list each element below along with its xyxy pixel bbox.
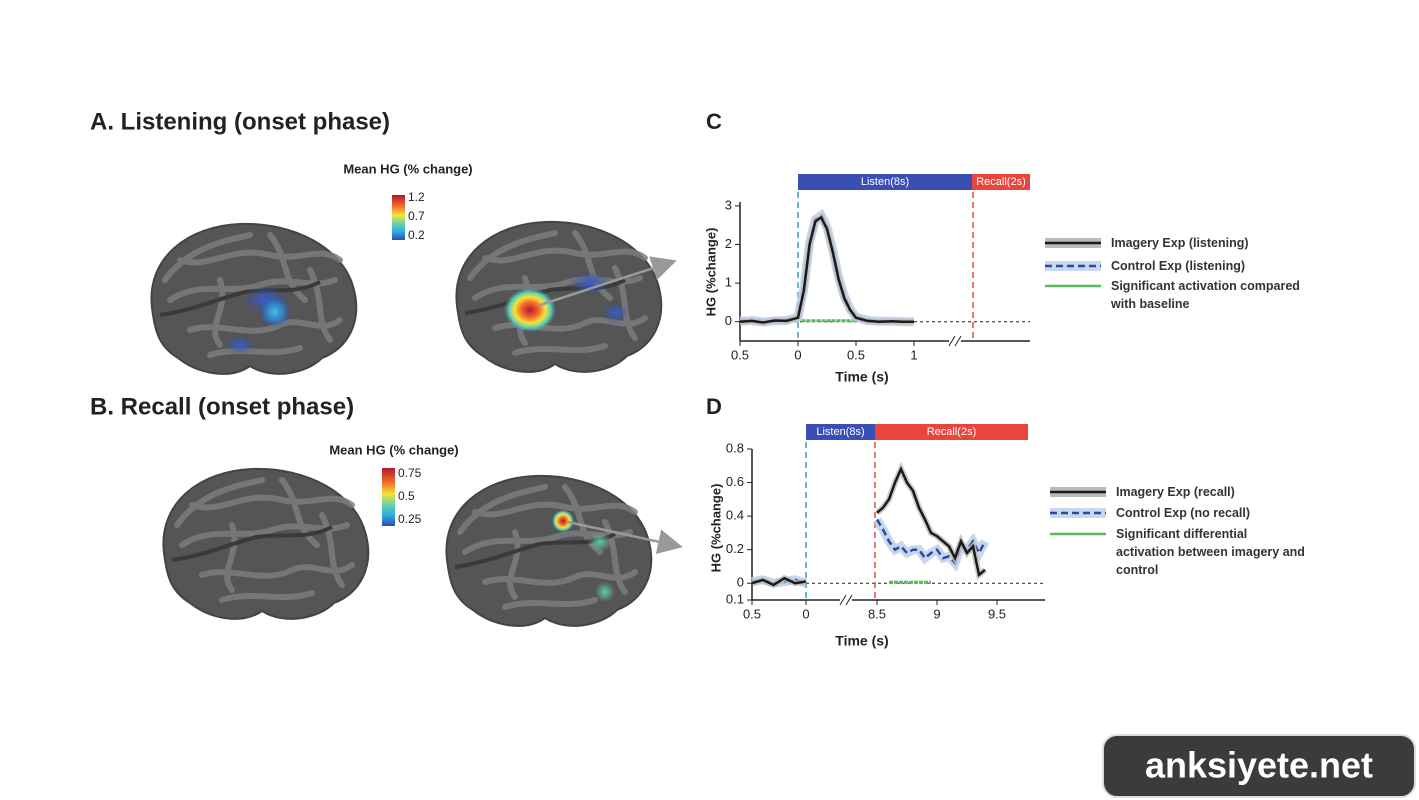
brain-a-left [151,224,356,374]
legend-item: Significant differential activation betw… [1050,525,1306,579]
y-tick-label: 0 [725,313,732,328]
y-tick-label: 0.1 [726,591,744,606]
y-axis-label: HG (%change) [703,228,718,317]
x-tick-label: 9 [933,606,940,621]
colorbar-tick-label: 0.5 [398,489,415,503]
phase-label: Recall(2s) [976,176,1026,188]
arrow [567,520,683,554]
watermark-box [1102,734,1416,798]
axis-break [840,596,852,604]
legend-swatch [1045,257,1101,275]
phase-label: Listen(8s) [816,426,864,438]
colorbar-label: Mean HG (% change) [343,161,472,176]
phase-bar [972,174,1030,190]
legend-label: Imagery Exp (listening) [1111,236,1249,250]
series-line [751,466,986,587]
panel-title: B. Recall (onset phase) [90,393,354,420]
brain-b-right [446,476,651,626]
colorbar-tick-label: 0.7 [408,209,425,223]
chart: Listen(8s) Recall(2s) 0 1 2 3 0.5 0 0.5 1 HG (%cha… [703,174,1030,385]
arrow [539,256,677,307]
x-tick-label: 1 [910,347,917,362]
colorbar-tick-label: 0.75 [398,466,422,480]
phase-bar [806,424,875,440]
x-tick-label: 9.5 [988,606,1006,621]
axis-break-mark [839,594,847,606]
x-tick-label: 0.5 [731,347,749,362]
y-tick-label: 2 [725,236,732,251]
legend-label: Control Exp (no recall) [1116,506,1251,520]
x-tick-label: 8.5 [868,606,886,621]
colorbar [382,468,395,526]
x-tick-label: 0.5 [847,347,865,362]
colorbar-tick-label: 0.2 [408,228,425,242]
phase-bar [875,424,1028,440]
legend-item: Control Exp (no recall) [1050,504,1306,522]
legend-label: Imagery Exp (recall) [1116,485,1235,499]
axis-break-mark [845,594,853,606]
panel-letter: D [706,394,722,419]
brain-b-left [163,469,368,619]
legend-item: Imagery Exp (listening) [1045,234,1301,252]
legend-item: Control Exp (listening) [1045,257,1301,275]
legend-swatch [1050,525,1106,543]
chart: Listen(8s) Recall(2s)0.100.20.40.60.80.5 0… [708,424,1045,649]
brain-a-right [456,222,661,372]
axis-break-mark [948,335,956,347]
legend-swatch [1045,234,1101,252]
y-axis-label: HG (%change) [708,484,723,573]
x-tick-label: 0.5 [743,606,761,621]
legend-item: Significant activation compared with bas… [1045,277,1301,313]
y-tick-label: 0.8 [726,440,744,455]
x-axis-label: Time (s) [835,369,888,385]
x-axis-label: Time (s) [835,633,888,649]
colorbar-tick-label: 1.2 [408,190,425,204]
y-tick-label: 0.4 [726,508,744,523]
y-tick-label: 0.2 [726,541,744,556]
legend-swatch [1045,277,1101,295]
legend-swatch [1050,504,1106,522]
x-tick-label: 0 [802,606,809,621]
legend-swatch [1050,483,1106,501]
phase-label: Recall(2s) [927,426,977,438]
colorbar-label: Mean HG (% change) [329,442,458,457]
phase-label: Listen(8s) [861,176,909,188]
colorbar [392,195,405,240]
axis-break [949,337,961,345]
phase-bar [798,174,972,190]
y-tick-label: 3 [725,197,732,212]
y-tick-label: 1 [725,275,732,290]
legend-label: Control Exp (listening) [1111,259,1246,273]
x-tick-label: 0 [794,347,801,362]
colorbar-tick-label: 0.25 [398,512,422,526]
watermark: anksiyete.net [1145,745,1373,786]
panel-title: A. Listening (onset phase) [90,108,390,135]
series-band [751,461,987,589]
axis-break-mark [954,335,962,347]
y-tick-label: 0.6 [726,474,744,489]
y-tick-label: 0 [737,575,744,590]
series-line [739,215,914,324]
legend-label: Significant activation compared with bas… [1111,279,1300,311]
legend-label: Significant differential activation betw… [1116,527,1305,577]
legend-item: Imagery Exp (recall) [1050,483,1306,501]
panel-letter: C [706,109,722,134]
